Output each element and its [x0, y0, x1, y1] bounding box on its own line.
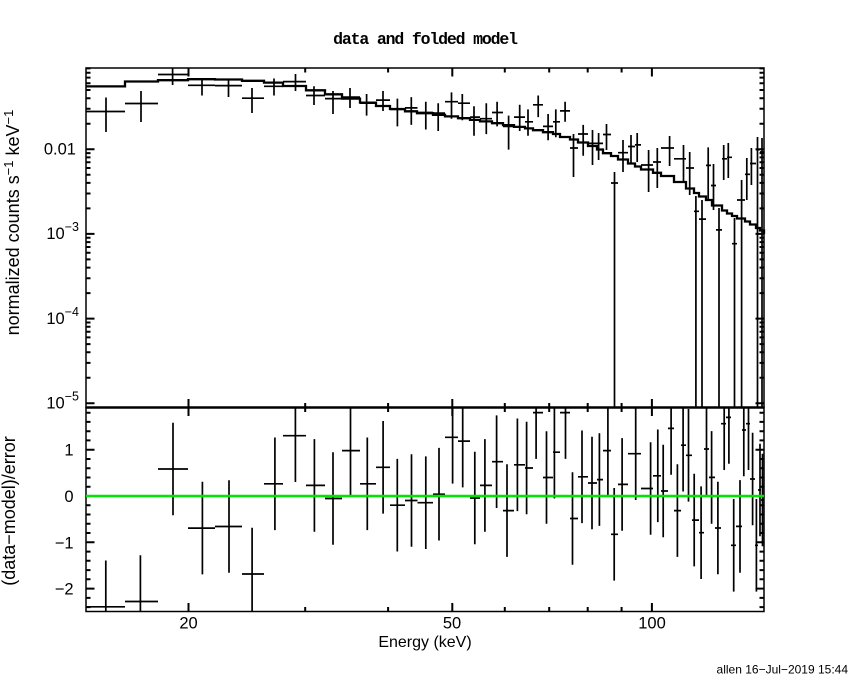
svg-text:Energy (keV): Energy (keV) — [378, 634, 471, 651]
svg-text:100: 100 — [638, 615, 666, 633]
svg-text:allen 16−Jul−2019 15:44: allen 16−Jul−2019 15:44 — [717, 663, 849, 677]
svg-text:−2: −2 — [55, 581, 74, 599]
svg-text:20: 20 — [179, 615, 197, 633]
svg-text:1: 1 — [64, 442, 73, 460]
svg-text:50: 50 — [443, 615, 461, 633]
svg-text:−1: −1 — [55, 534, 74, 552]
svg-text:0: 0 — [64, 488, 73, 506]
svg-text:0.01: 0.01 — [44, 141, 76, 159]
svg-text:(data−model)/error: (data−model)/error — [0, 436, 19, 586]
svg-text:data and folded model: data and folded model — [333, 30, 518, 49]
svg-text:normalized counts s−1 keV−1: normalized counts s−1 keV−1 — [1, 110, 23, 336]
